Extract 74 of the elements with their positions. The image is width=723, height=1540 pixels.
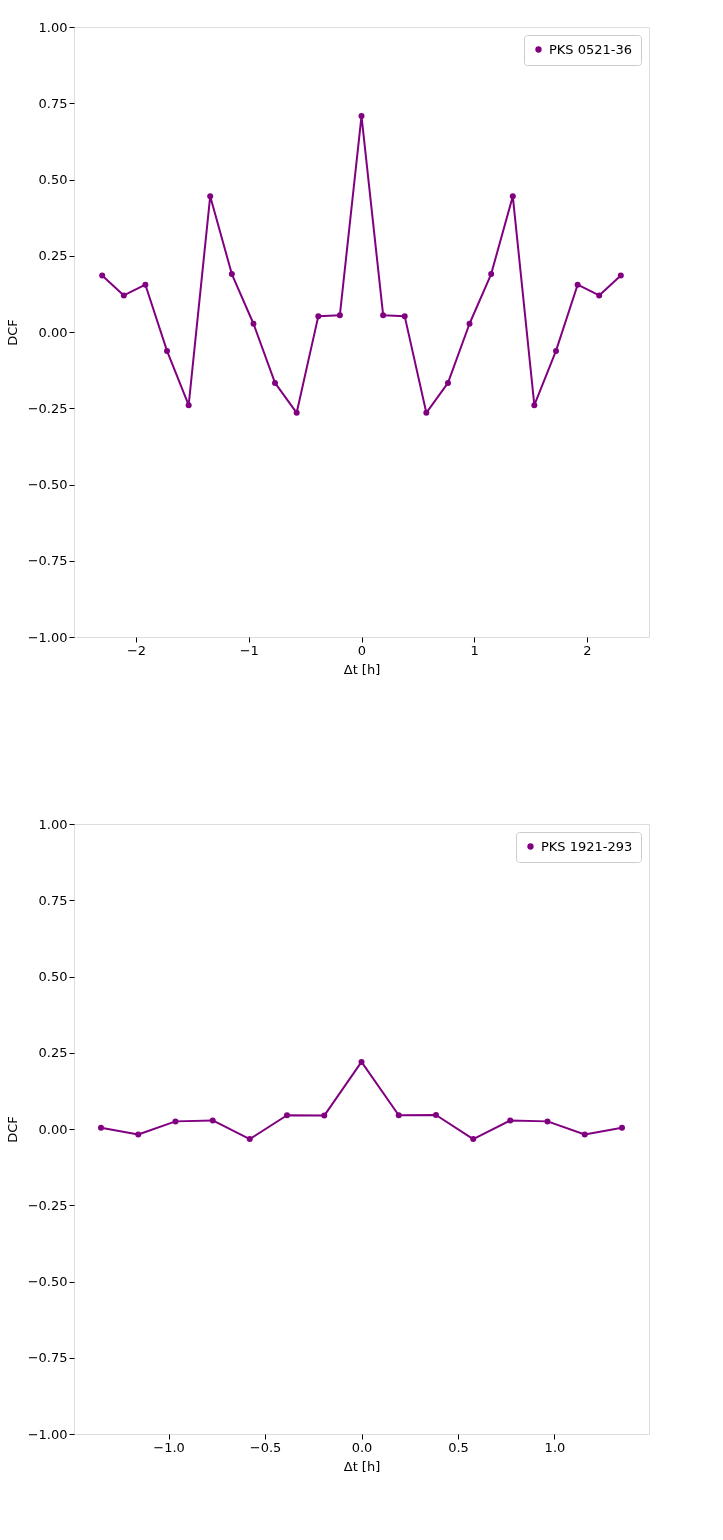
y-tick-label: 0.00: [38, 1121, 68, 1137]
point: [315, 313, 322, 320]
point: [618, 1124, 625, 1131]
y-tick-label: −0.75: [27, 553, 68, 569]
point: [488, 271, 495, 278]
y-tick-label: −1.00: [27, 629, 68, 645]
point: [507, 1117, 514, 1124]
x-tick-label: 0.5: [448, 1439, 469, 1455]
x-tick-label: 1: [470, 642, 479, 658]
point: [98, 1124, 105, 1131]
y-tick-label: −0.25: [27, 1197, 68, 1213]
point: [207, 193, 214, 200]
point: [432, 1111, 439, 1118]
point: [470, 1136, 477, 1143]
point: [423, 409, 430, 416]
point: [120, 292, 127, 299]
point: [172, 1118, 179, 1125]
y-tick-label: −0.50: [27, 477, 68, 492]
y-tick-label: 0.25: [38, 248, 68, 264]
point: [185, 402, 192, 409]
y-tick-label: 0.50: [38, 172, 68, 187]
x-tick-label: 0: [357, 642, 367, 658]
point: [209, 1117, 216, 1124]
point: [395, 1112, 402, 1119]
point: [617, 272, 624, 279]
point: [164, 347, 171, 354]
x-tick-label: 1.0: [544, 1439, 566, 1455]
point: [552, 347, 559, 354]
legend-label: PKS 1921-293: [541, 838, 633, 854]
y-tick-label: 1.00: [38, 816, 68, 832]
y-tick-label: 0.00: [38, 324, 68, 340]
point: [284, 1112, 291, 1119]
x-tick-label: 0.0: [351, 1439, 373, 1455]
x-tick-label: −1: [239, 642, 259, 658]
point: [250, 320, 257, 327]
y-axis-title: DCF: [4, 319, 20, 346]
y-tick-label: −1.00: [27, 1426, 68, 1442]
y-tick-label: 0.75: [38, 95, 68, 111]
y-tick-label: 0.25: [38, 1045, 68, 1061]
y-axis-title: DCF: [4, 1116, 20, 1143]
point: [272, 379, 279, 386]
point: [401, 313, 408, 320]
y-tick-label: −0.50: [27, 1274, 68, 1289]
legend-label: PKS 0521-36: [549, 41, 633, 57]
point: [466, 320, 473, 327]
point: [358, 1058, 365, 1065]
x-tick-label: −1.0: [153, 1439, 185, 1455]
point: [596, 292, 603, 299]
point: [444, 379, 451, 386]
x-tick-label: −2: [126, 642, 147, 658]
point: [574, 281, 581, 288]
point: [135, 1131, 142, 1138]
point: [246, 1136, 253, 1143]
y-tick-label: −0.75: [27, 1350, 68, 1366]
point: [544, 1118, 551, 1125]
y-tick-label: −0.25: [27, 400, 68, 416]
point: [293, 409, 300, 416]
y-tick-label: 0.50: [38, 969, 68, 984]
y-tick-label: 1.00: [38, 19, 68, 35]
y-tick-label: 0.75: [38, 892, 68, 908]
point: [531, 402, 538, 409]
point: [336, 312, 343, 319]
point: [581, 1131, 588, 1138]
x-tick-label: −0.5: [249, 1439, 282, 1455]
point: [358, 113, 365, 120]
point: [99, 272, 106, 279]
x-axis-title: Δt [h]: [343, 1458, 381, 1474]
point: [380, 312, 387, 319]
x-axis-title: Δt [h]: [343, 661, 381, 677]
point: [321, 1112, 328, 1119]
x-tick-label: 2: [583, 642, 592, 658]
point: [142, 281, 149, 288]
point: [228, 271, 235, 278]
point: [509, 193, 516, 200]
